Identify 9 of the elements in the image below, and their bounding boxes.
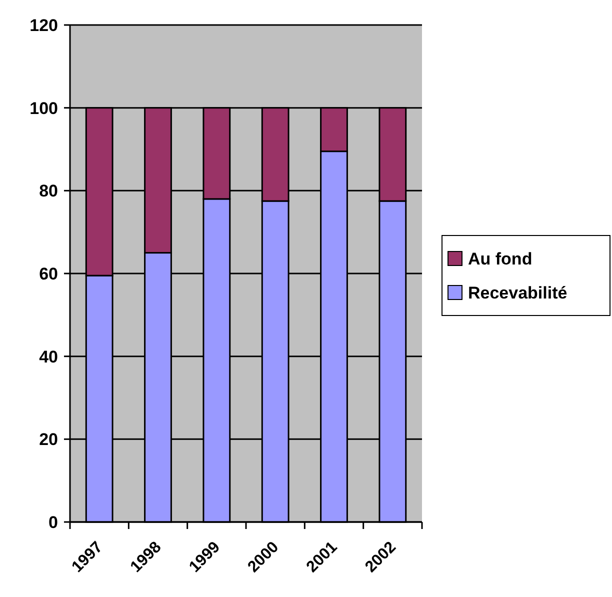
legend-label: Recevabilité [468, 283, 568, 302]
y-tick-label: 120 [30, 16, 58, 35]
y-tick-label: 40 [39, 347, 58, 366]
y-tick-label: 80 [39, 182, 58, 201]
legend-label: Au fond [468, 249, 532, 268]
y-tick-label: 100 [30, 98, 58, 118]
y-tick-label: 20 [39, 430, 58, 450]
y-tick-label: 60 [39, 264, 58, 284]
y-tick-label: 0 [48, 512, 58, 532]
